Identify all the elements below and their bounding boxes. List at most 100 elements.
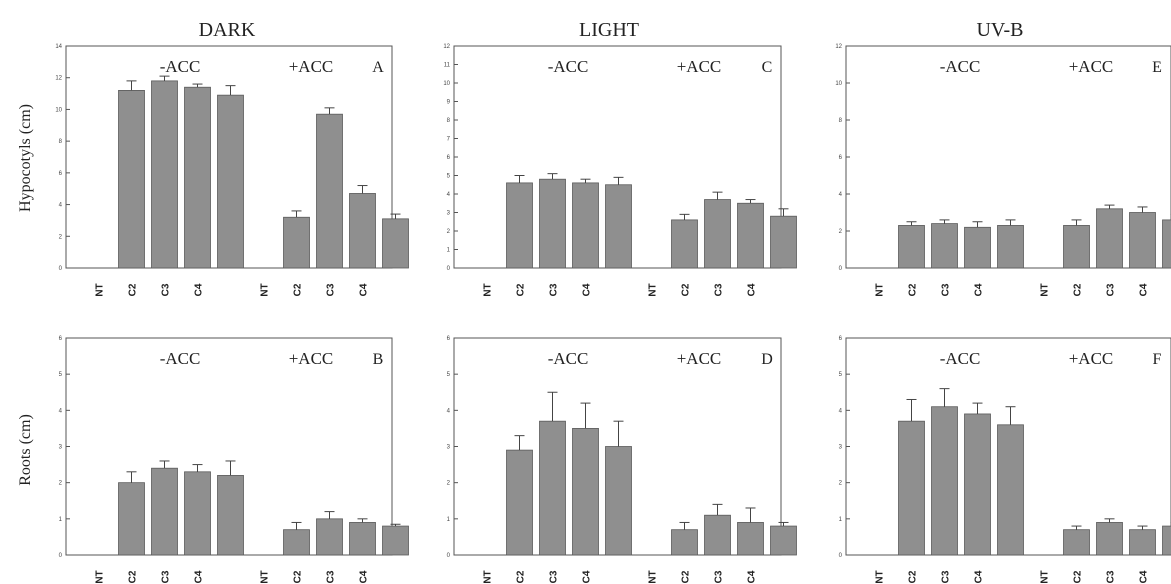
bar (931, 406, 958, 556)
y-tick-label: 4 (59, 408, 63, 414)
category-label: C4 (747, 283, 758, 296)
category-label: NT (483, 570, 494, 583)
panel-letter: D (761, 351, 773, 368)
y-tick-label: 5 (839, 372, 843, 378)
y-tick-label: 4 (839, 192, 843, 198)
category-label: C4 (359, 570, 370, 583)
bar (539, 420, 566, 556)
category-label: NT (95, 570, 106, 583)
category-label: C4 (974, 283, 985, 296)
category-label: C4 (1139, 570, 1150, 583)
bar (1096, 522, 1123, 556)
bar (770, 215, 797, 269)
bar (1063, 529, 1090, 556)
category-label: C3 (549, 570, 560, 583)
bar (349, 193, 376, 269)
category-label: C2 (908, 570, 919, 583)
column-title-uvb: UV-B (976, 19, 1023, 41)
y-tick-label: 0 (839, 266, 843, 272)
y-tick-label: 1 (447, 248, 451, 254)
category-label: C2 (908, 283, 919, 296)
bar (964, 413, 991, 556)
y-tick-label: 9 (447, 100, 451, 106)
y-tick-label: 5 (447, 174, 451, 180)
group-label-plus-acc: +ACC (677, 349, 722, 368)
y-tick-label: 6 (839, 155, 843, 161)
group-label-minus-acc: -ACC (548, 349, 589, 368)
panel-letter: C (762, 59, 773, 76)
group-label-minus-acc: -ACC (160, 349, 201, 368)
bar (997, 424, 1024, 556)
category-label: C3 (941, 570, 952, 583)
y-tick-label: 2 (447, 481, 451, 487)
bar (506, 182, 533, 269)
panel-e: 0 2 4 6 8 10 12 -ACC +ACC E NT C2 C3 C4 NT C2 C3 C4 (835, 44, 1171, 297)
y-tick-label: 12 (835, 44, 842, 50)
panel-a: 0 2 4 6 8 10 12 14 -ACC +ACC A NT C2 C3 C4 NT C2 C3 C4 (55, 44, 409, 297)
bar (217, 475, 244, 556)
row-label-roots: Roots (cm) (17, 414, 34, 486)
y-tick-label: 1 (59, 517, 63, 523)
column-title-dark: DARK (199, 19, 256, 41)
group-label-plus-acc: +ACC (677, 57, 722, 76)
category-label: C2 (128, 570, 139, 583)
bar (605, 184, 632, 269)
bar (737, 522, 764, 556)
bar (572, 182, 599, 269)
bar (316, 518, 343, 556)
bar (605, 446, 632, 556)
y-tick-label: 0 (447, 553, 451, 559)
group-label-minus-acc: -ACC (940, 57, 981, 76)
y-tick-label: 8 (59, 139, 63, 145)
bar (898, 225, 925, 269)
y-tick-label: 2 (839, 481, 843, 487)
category-label: C2 (516, 283, 527, 296)
bar (964, 226, 991, 269)
y-tick-label: 8 (447, 118, 451, 124)
y-tick-label: 3 (447, 445, 451, 451)
category-label: NT (483, 283, 494, 296)
y-tick-label: 2 (59, 481, 63, 487)
category-label: C4 (582, 283, 593, 296)
bar (184, 86, 211, 269)
category-label: NT (260, 283, 271, 296)
category-label: C2 (293, 283, 304, 296)
group-label-plus-acc: +ACC (1069, 349, 1114, 368)
bar (184, 471, 211, 556)
category-label: NT (1040, 570, 1051, 583)
bar (997, 225, 1024, 269)
bar (151, 80, 178, 269)
panel-letter: F (1153, 351, 1162, 368)
category-label: NT (260, 570, 271, 583)
y-tick-label: 2 (839, 229, 843, 235)
group-label-plus-acc: +ACC (1069, 57, 1114, 76)
y-tick-label: 3 (447, 211, 451, 217)
bar (1096, 208, 1123, 269)
y-tick-label: 6 (447, 336, 451, 342)
bar (671, 529, 698, 556)
bar (349, 522, 376, 556)
bar (704, 514, 731, 556)
category-label: C4 (582, 570, 593, 583)
group-label-minus-acc: -ACC (940, 349, 981, 368)
category-label: C3 (714, 570, 725, 583)
y-tick-label: 0 (839, 553, 843, 559)
category-label: C4 (747, 570, 758, 583)
category-label: C2 (681, 570, 692, 583)
y-tick-label: 0 (59, 266, 63, 272)
category-label: NT (875, 283, 886, 296)
panel-b: 0 1 2 3 4 5 6 -ACC +ACC B NT C2 C3 C4 NT C2 C3 C4 (59, 336, 409, 584)
y-tick-label: 11 (444, 63, 451, 69)
y-tick-label: 1 (839, 517, 843, 523)
y-tick-label: 10 (55, 107, 62, 113)
category-label: NT (1040, 283, 1051, 296)
bar (118, 482, 145, 556)
category-label: C3 (1106, 570, 1117, 583)
bar (1063, 225, 1090, 269)
y-tick-label: 4 (447, 192, 451, 198)
bar (1162, 525, 1171, 556)
bar (283, 216, 310, 269)
category-label: NT (875, 570, 886, 583)
y-tick-label: 10 (443, 81, 450, 87)
